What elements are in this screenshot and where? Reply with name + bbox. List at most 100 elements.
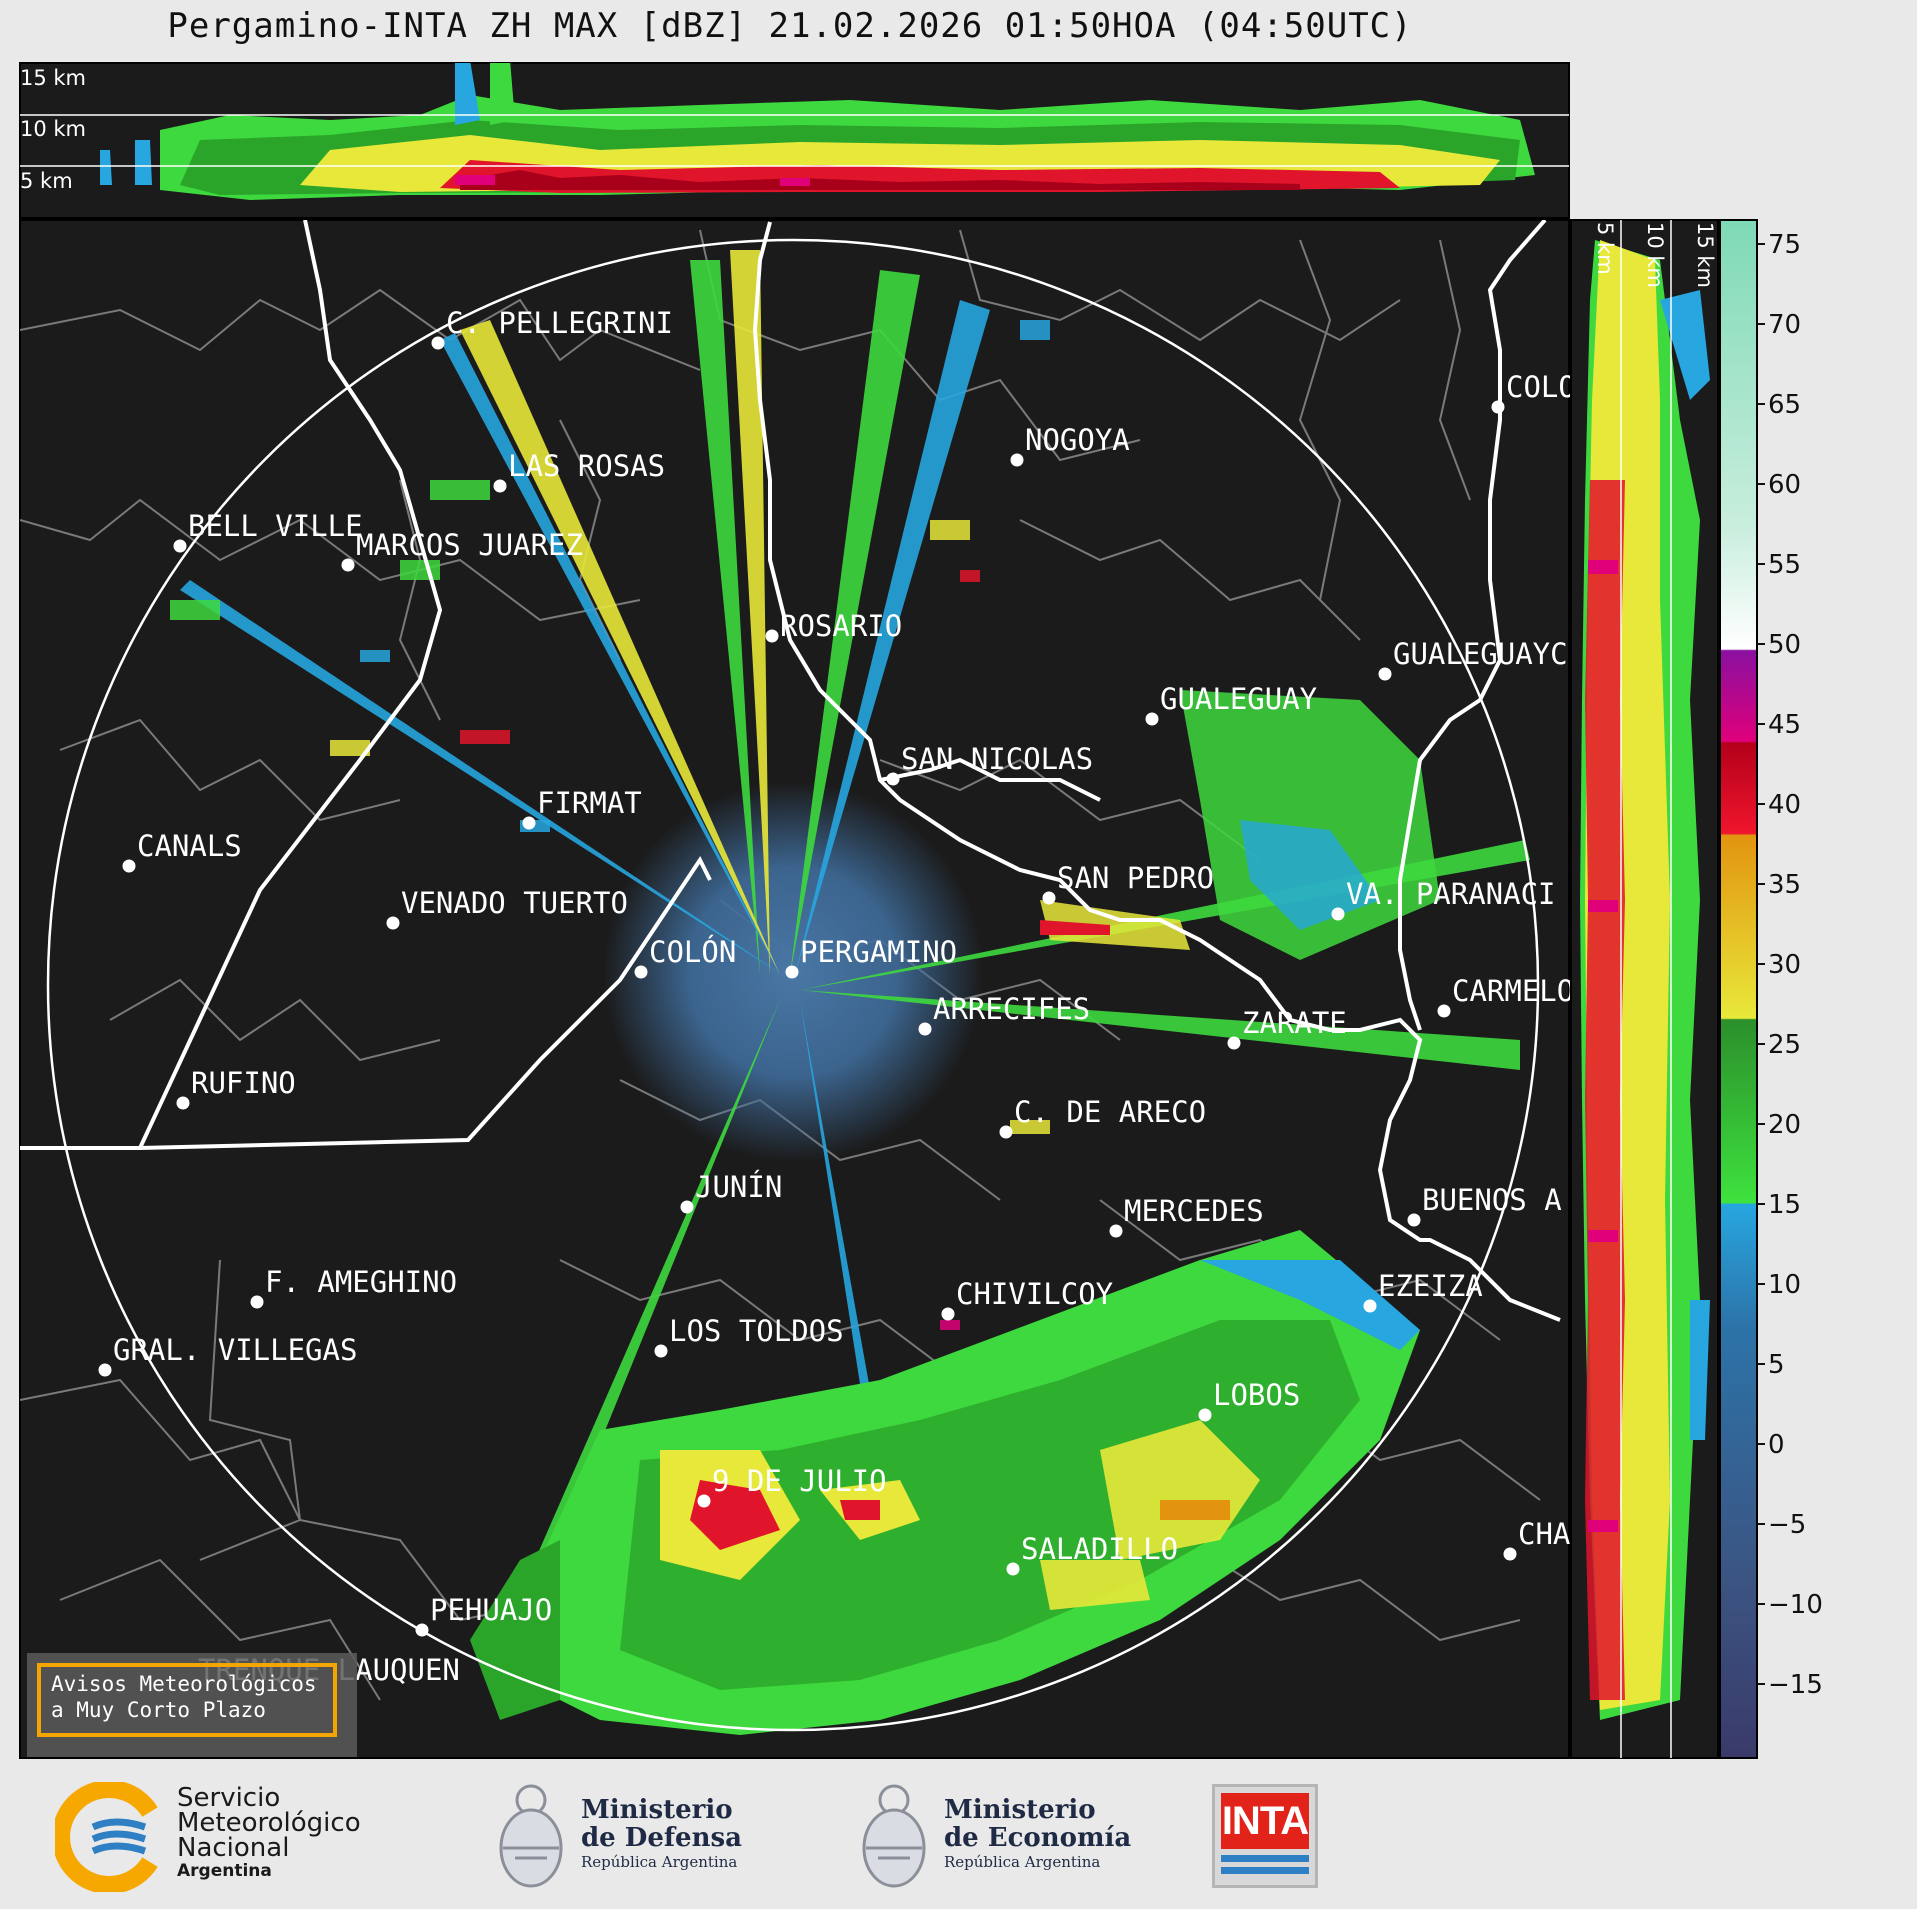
colorbar-tick-label: 15 <box>1768 1190 1801 1220</box>
defensa-line-1: Ministerio <box>581 1795 733 1825</box>
svg-text:COLÓN: COLÓN <box>649 935 736 969</box>
svg-text:LOBOS: LOBOS <box>1213 1378 1300 1412</box>
radar-rays <box>180 250 1530 1640</box>
city-ezeiza: EZEIZA <box>1363 1269 1483 1313</box>
city-gualeguayc: GUALEGUAYC <box>1378 637 1568 681</box>
city-bell-ville: BELL VILLE <box>173 509 363 553</box>
economia-logo: Ministerio de Economía República Argenti… <box>858 1778 1138 1898</box>
range-ring <box>46 238 1540 1732</box>
svg-text:CANALS: CANALS <box>137 829 242 863</box>
colorbar-tick-label: 45 <box>1768 710 1801 740</box>
svg-text:LOS TOLDOS: LOS TOLDOS <box>669 1314 844 1348</box>
city-firmat: FIRMAT <box>522 786 642 830</box>
city-pehuajo: PEHUAJO <box>415 1593 552 1637</box>
svg-text:CHIVILCOY: CHIVILCOY <box>956 1277 1113 1311</box>
defensa-logo: Ministerio de Defensa República Argentin… <box>495 1778 755 1898</box>
city-zarate: ZARATE <box>1227 1006 1347 1050</box>
svg-text:SALADILLO: SALADILLO <box>1021 1532 1178 1566</box>
colorbar-tick-label: −5 <box>1768 1510 1806 1540</box>
svg-text:MERCEDES: MERCEDES <box>1124 1194 1264 1228</box>
colorbar-tick-label: 20 <box>1768 1110 1801 1140</box>
side-alt-label-15: 15 km <box>1693 222 1717 288</box>
city-rosario: ROSARIO <box>765 609 902 643</box>
defensa-line-2: de Defensa <box>581 1823 742 1853</box>
svg-text:MARCOS JUAREZ: MARCOS JUAREZ <box>356 528 583 562</box>
colorbar-tick-label: −10 <box>1768 1590 1823 1620</box>
national-shield-icon <box>499 1784 563 1888</box>
smn-logo: Servicio Meteorológico Nacional Argentin… <box>52 1780 385 1894</box>
echo-band-east <box>1040 690 1440 960</box>
colorbar-tick-label: 70 <box>1768 310 1801 340</box>
city-chivilcoy: CHIVILCOY <box>941 1277 1113 1321</box>
inta-logo: INTA <box>1212 1784 1318 1888</box>
top-height-profile: 15 km 10 km 5 km <box>19 62 1570 219</box>
side-height-profile: 5 km 10 km 15 km <box>1570 219 1719 1759</box>
colorbar-tick-label: 50 <box>1768 630 1801 660</box>
svg-text:SAN NICOLAS: SAN NICOLAS <box>901 742 1093 776</box>
colorbar-tick-label: 55 <box>1768 550 1801 580</box>
city-los-toldos: LOS TOLDOS <box>654 1314 844 1358</box>
side-alt-label-5: 5 km <box>1593 222 1617 275</box>
city-colon: COLÓN <box>634 935 736 979</box>
svg-text:BELL VILLE: BELL VILLE <box>188 509 363 543</box>
svg-text:NOGOYA: NOGOYA <box>1025 423 1130 457</box>
svg-text:C. DE ARECO: C. DE ARECO <box>1014 1095 1206 1129</box>
city-colo: COLO <box>1491 370 1576 414</box>
svg-text:VA. PARANACI: VA. PARANACI <box>1346 877 1556 911</box>
city-pergamino: PERGAMINO <box>785 935 957 979</box>
top-alt-label-10: 10 km <box>20 117 86 141</box>
top-alt-label-5: 5 km <box>20 169 73 193</box>
svg-text:VENADO TUERTO: VENADO TUERTO <box>401 886 628 920</box>
city-saladillo: SALADILLO <box>1006 1532 1178 1576</box>
city-marcos-juarez: MARCOS JUAREZ <box>341 528 583 572</box>
svg-text:CARMELO: CARMELO <box>1452 974 1574 1008</box>
colorbar-tick-label: −15 <box>1768 1670 1823 1700</box>
radar-figure: 15 km 10 km 5 km <box>19 62 1823 1759</box>
svg-text:LAS ROSAS: LAS ROSAS <box>508 449 665 483</box>
economia-line-1: Ministerio <box>944 1795 1096 1825</box>
city-arrecifes: ARRECIFES <box>918 992 1090 1036</box>
echo-scatter-nw <box>170 320 1050 1330</box>
svg-text:GRAL. VILLEGAS: GRAL. VILLEGAS <box>113 1333 357 1367</box>
svg-text:PERGAMINO: PERGAMINO <box>800 935 957 969</box>
radar-map <box>19 219 1570 1759</box>
colorbar-tick-label: 40 <box>1768 790 1801 820</box>
city-san-nicolas: SAN NICOLAS <box>886 742 1093 786</box>
svg-text:C. PELLEGRINI: C. PELLEGRINI <box>446 306 673 340</box>
svg-text:BUENOS A: BUENOS A <box>1422 1183 1562 1217</box>
colorbar-tick-label: 75 <box>1768 230 1801 260</box>
city-san-pedro: SAN PEDRO <box>1042 861 1214 905</box>
smn-line-1: Servicio <box>177 1783 281 1813</box>
city-venado-tuerto: VENADO TUERTO <box>386 886 628 930</box>
page-title: Pergamino-INTA ZH MAX [dBZ] 21.02.2026 0… <box>167 6 1413 46</box>
city-gral-villegas: GRAL. VILLEGAS <box>98 1333 357 1377</box>
city-junin: JUNÍN <box>680 1170 782 1214</box>
city-mercedes: MERCEDES <box>1109 1194 1264 1238</box>
svg-text:EZEIZA: EZEIZA <box>1378 1269 1483 1303</box>
smn-line-4: Argentina <box>177 1861 272 1881</box>
colorbar-tick-label: 65 <box>1768 390 1801 420</box>
colorbar-tick-label: 30 <box>1768 950 1801 980</box>
svg-text:SAN PEDRO: SAN PEDRO <box>1057 861 1214 895</box>
footer-logos: Servicio Meteorológico Nacional Argentin… <box>0 1760 1917 1909</box>
echo-band-south <box>470 1230 1420 1735</box>
svg-text:GUALEGUAYC: GUALEGUAYC <box>1393 637 1568 671</box>
svg-text:F. AMEGHINO: F. AMEGHINO <box>265 1265 457 1299</box>
city-f-ameghino: F. AMEGHINO <box>250 1265 457 1309</box>
city-va-paranaci: VA. PARANACI <box>1331 877 1556 921</box>
inta-stripe-1 <box>1221 1855 1309 1862</box>
alerts-line-1: Avisos Meteorológicos <box>51 1672 317 1696</box>
city-c-de-areco: C. DE ARECO <box>999 1095 1206 1139</box>
city-lobos: LOBOS <box>1198 1378 1300 1422</box>
alerts-box[interactable]: Avisos Meteorológicos a Muy Corto Plazo <box>27 1653 357 1757</box>
rivers <box>20 220 1561 1322</box>
colorbar-tick-label: 35 <box>1768 870 1801 900</box>
smn-line-2: Meteorológico <box>177 1808 361 1838</box>
city-9-de-julio: 9 DE JULIO <box>697 1464 887 1508</box>
svg-text:PEHUAJO: PEHUAJO <box>430 1593 552 1627</box>
inta-wordmark: INTA <box>1221 1793 1309 1849</box>
svg-text:RUFINO: RUFINO <box>191 1066 296 1100</box>
city-rufino: RUFINO <box>176 1066 296 1110</box>
